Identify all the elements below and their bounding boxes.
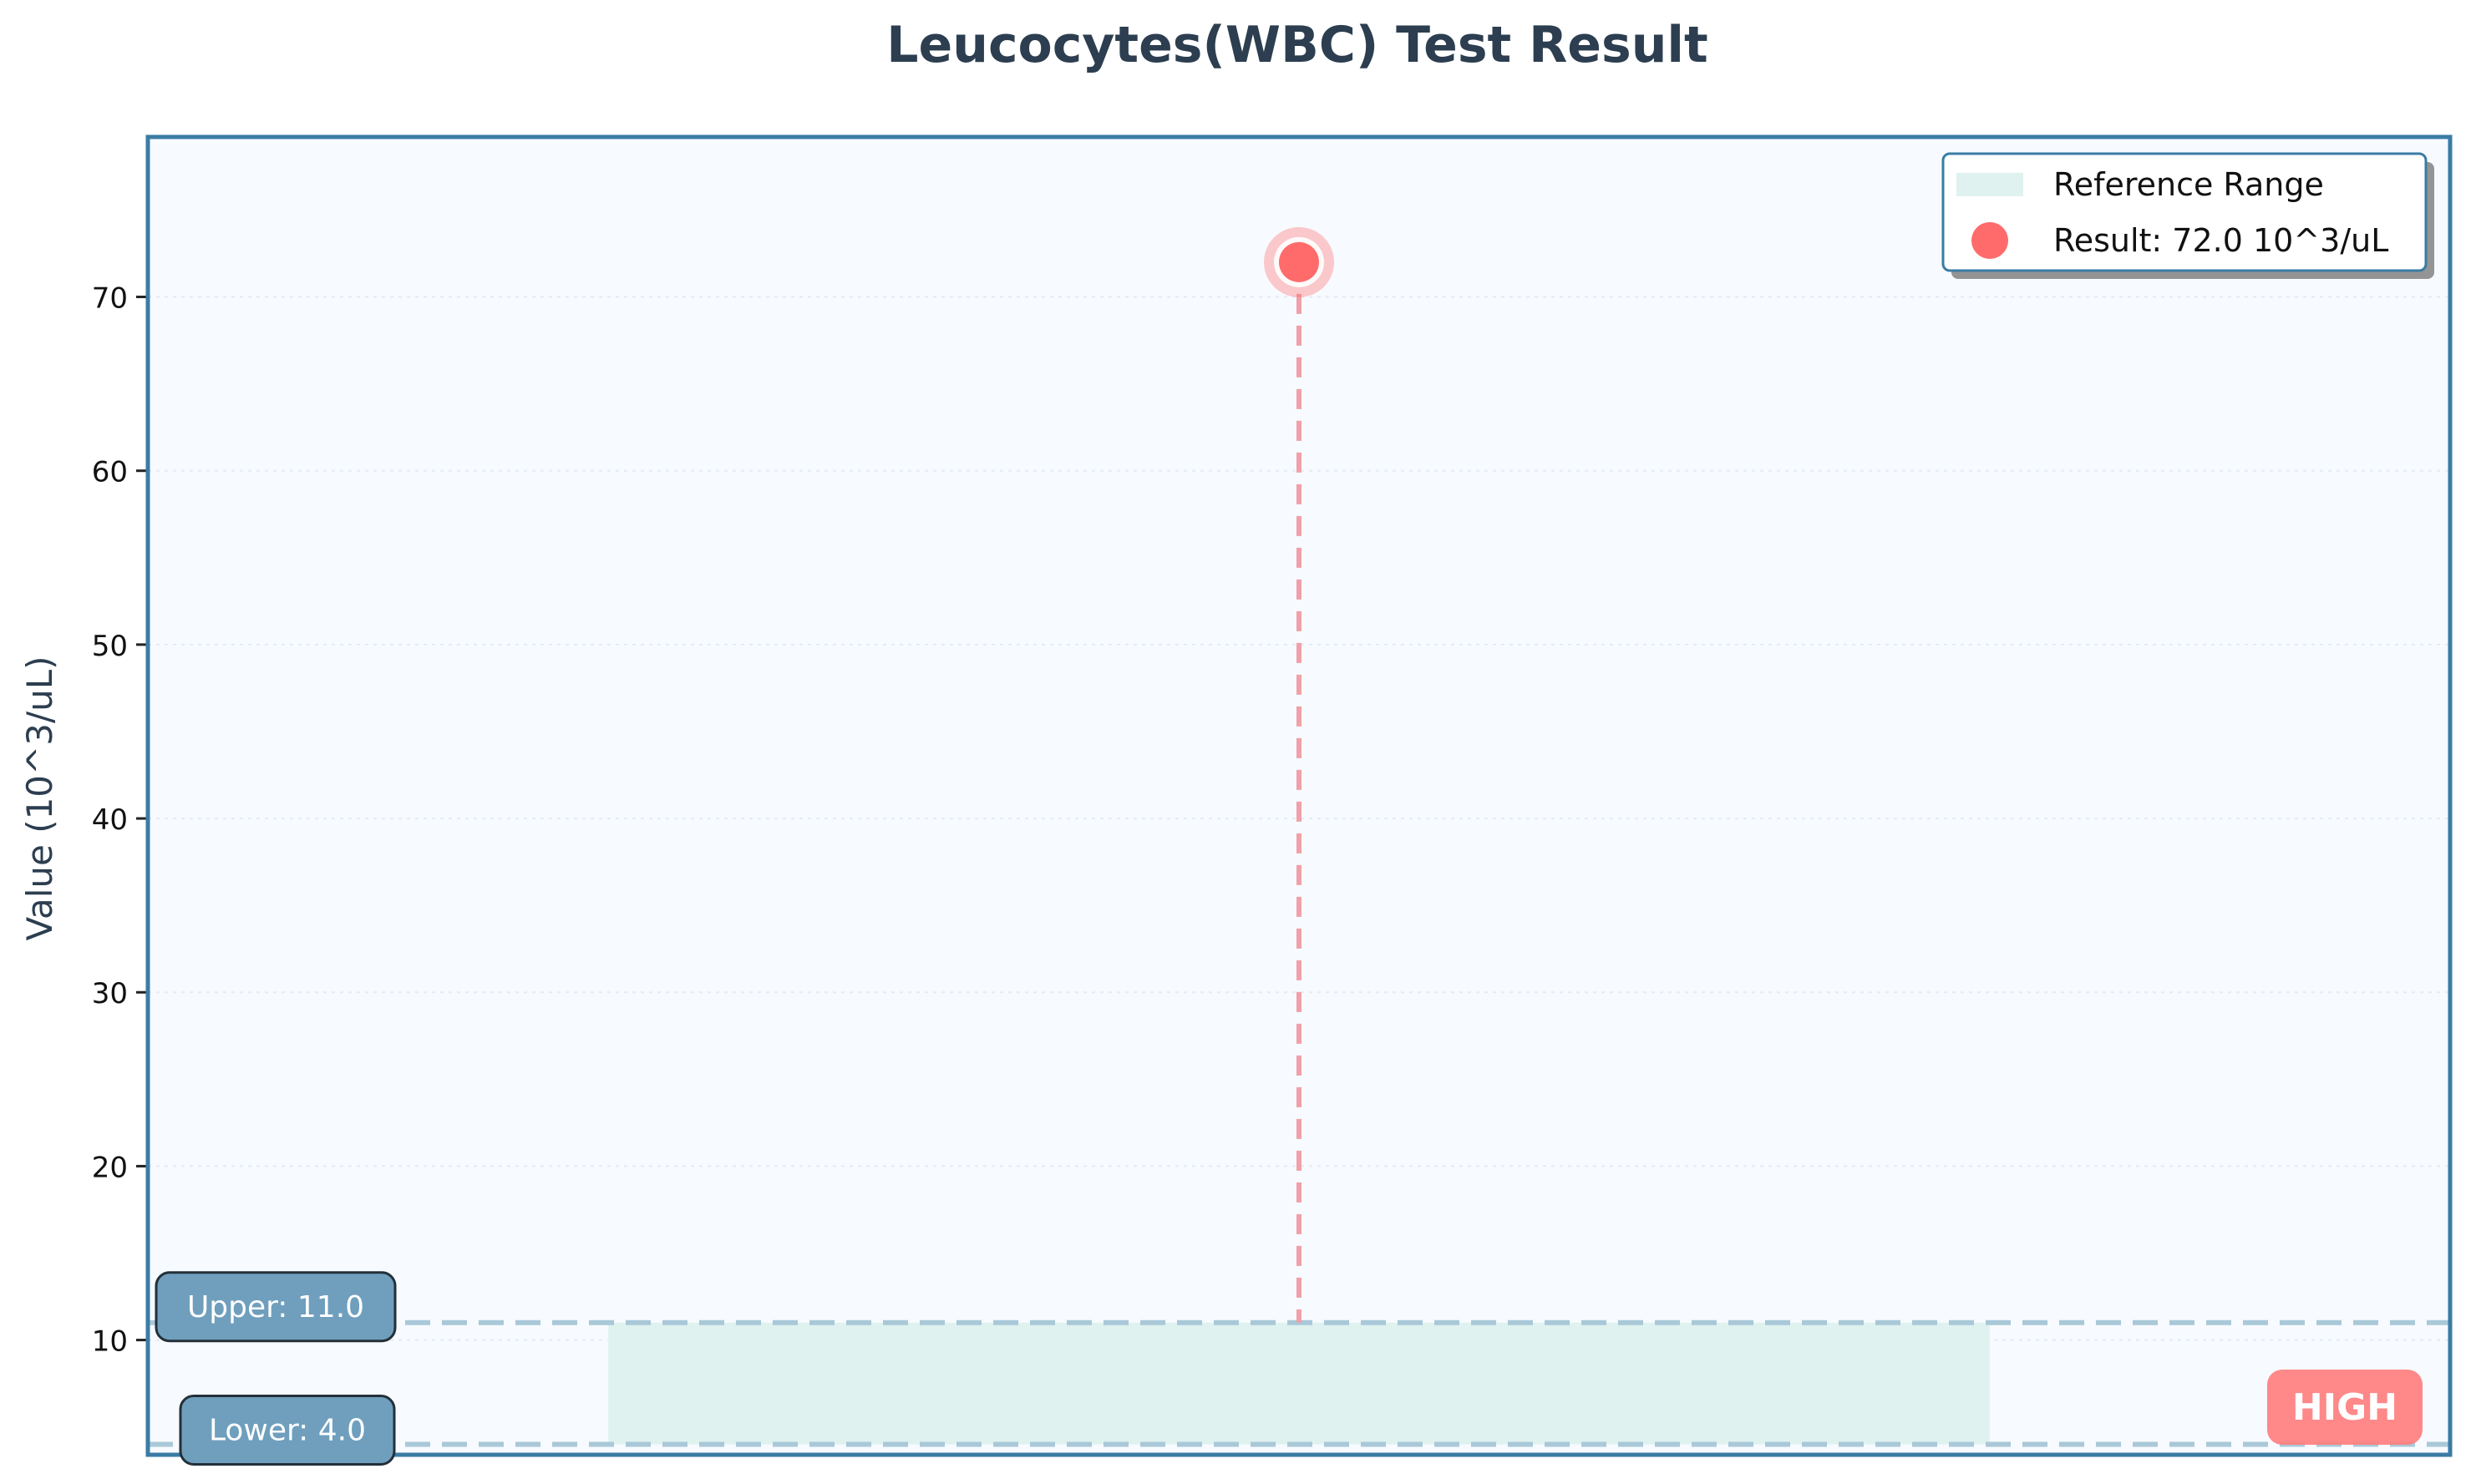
legend-reference-label: Reference Range <box>2053 166 2324 203</box>
upper-limit-text: Upper: 11.0 <box>187 1290 364 1324</box>
chart-title: Leucocytes(WBC) Test Result <box>886 16 1707 74</box>
upper-limit-label: Upper: 11.0 <box>155 1271 397 1343</box>
status-badge-text: HIGH <box>2292 1386 2397 1429</box>
lower-limit-label: Lower: 4.0 <box>179 1395 396 1466</box>
y-axis-label: Value (10^3/uL) <box>19 656 60 941</box>
legend-result-marker <box>1971 222 2008 259</box>
status-badge: HIGH <box>2267 1370 2423 1445</box>
y-tick-label: 20 <box>92 1151 128 1184</box>
y-tick-label: 60 <box>92 456 128 489</box>
y-tick-label: 10 <box>92 1325 128 1359</box>
result-point <box>1279 241 1319 282</box>
plot-area <box>148 137 2450 1455</box>
lower-limit-text: Lower: 4.0 <box>209 1414 366 1448</box>
y-tick-label: 70 <box>92 282 128 316</box>
y-tick-label: 40 <box>92 803 128 837</box>
y-tick-label: 30 <box>92 977 128 1010</box>
legend-reference-swatch <box>1956 173 2023 196</box>
legend-result-label: Result: 72.0 10^3/uL <box>2053 222 2388 259</box>
plot-frame <box>145 134 2453 1457</box>
reference-range-band <box>608 1322 1990 1445</box>
legend: Reference Range Result: 72.0 10^3/uL <box>1941 152 2434 279</box>
y-tick-label: 50 <box>92 630 128 663</box>
